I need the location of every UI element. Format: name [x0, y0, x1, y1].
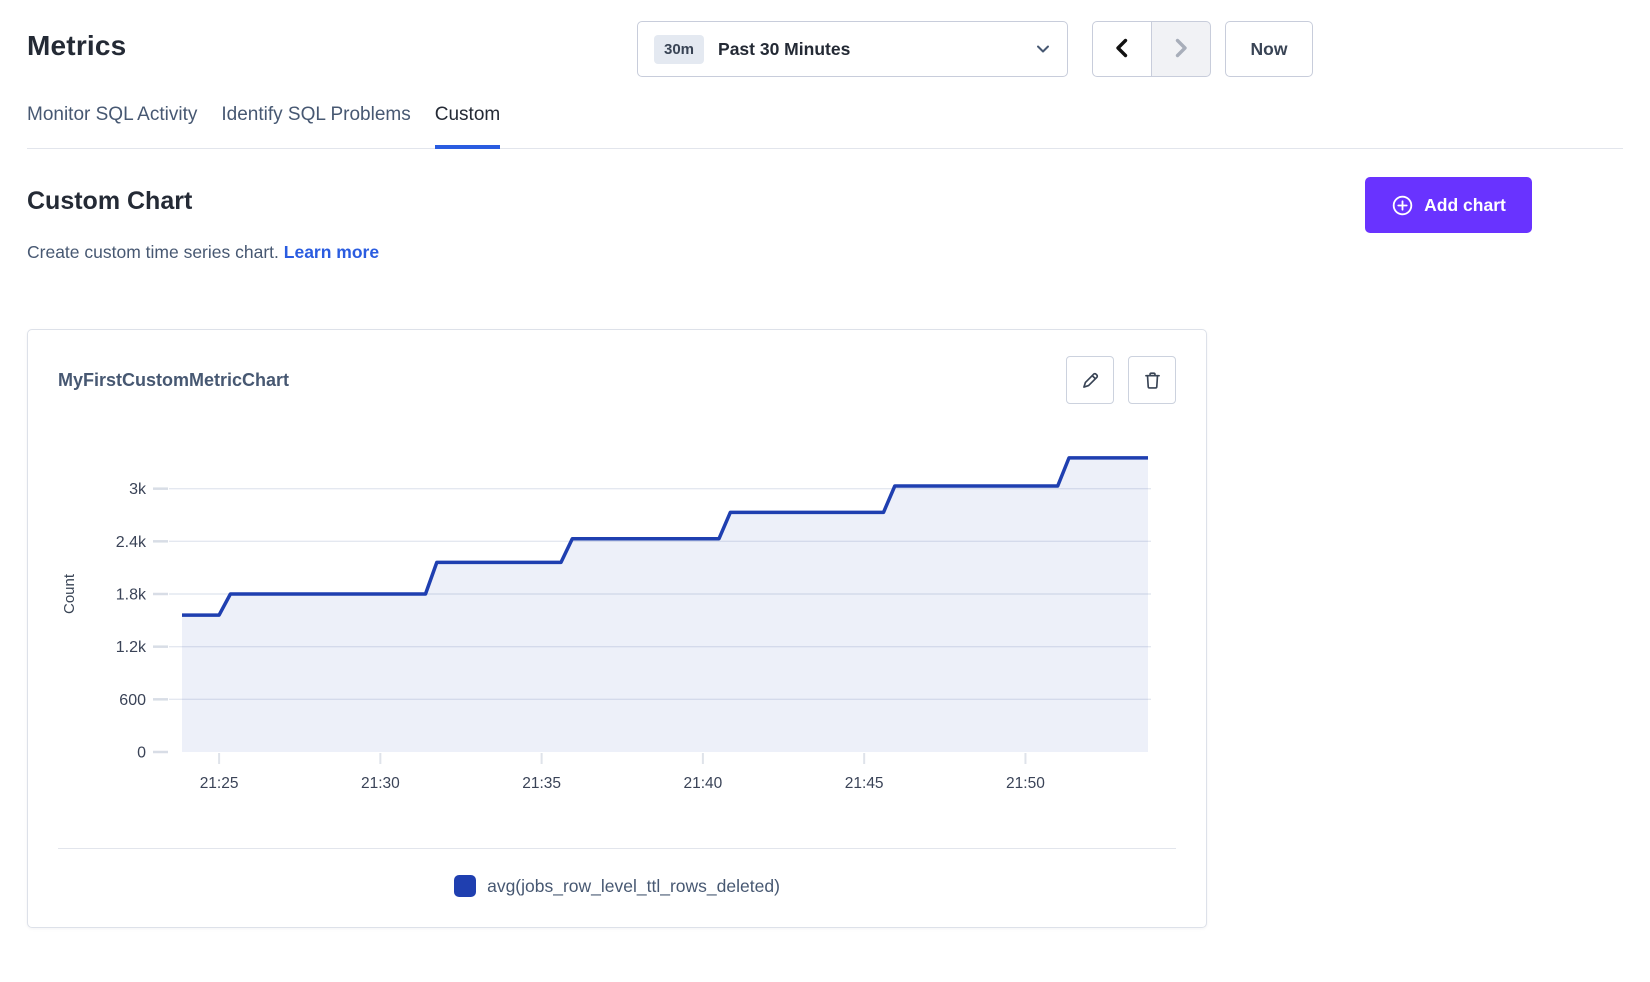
- trash-icon: [1142, 370, 1163, 391]
- section-description-text: Create custom time series chart.: [27, 242, 279, 262]
- chevron-left-icon: [1112, 36, 1132, 63]
- time-controls: 30m Past 30 Minutes Now: [637, 21, 1313, 77]
- pencil-icon: [1080, 370, 1101, 391]
- svg-text:Count: Count: [61, 573, 78, 614]
- svg-text:3k: 3k: [129, 481, 147, 498]
- chart-plot-area: 0 600 1.2k 1.8k 2.4k 3k 21:25 21:30 21:35 21:40 21…: [58, 416, 1176, 816]
- svg-text:600: 600: [119, 692, 146, 709]
- svg-text:1.2k: 1.2k: [116, 639, 147, 656]
- now-button[interactable]: Now: [1225, 21, 1313, 77]
- svg-text:21:40: 21:40: [683, 775, 722, 792]
- delete-chart-button[interactable]: [1128, 356, 1176, 404]
- chart-card-header: MyFirstCustomMetricChart: [58, 356, 1176, 404]
- learn-more-link[interactable]: Learn more: [284, 242, 379, 262]
- tab-monitor-sql-activity[interactable]: Monitor SQL Activity: [27, 100, 197, 149]
- svg-text:21:45: 21:45: [845, 775, 884, 792]
- svg-text:21:25: 21:25: [200, 775, 239, 792]
- metrics-page: Metrics 30m Past 30 Minutes Now Monitor: [0, 0, 1650, 982]
- page-title: Metrics: [27, 30, 126, 62]
- time-range-label: Past 30 Minutes: [718, 39, 850, 60]
- edit-chart-button[interactable]: [1066, 356, 1114, 404]
- legend-label: avg(jobs_row_level_ttl_rows_deleted): [487, 876, 780, 897]
- legend-swatch: [454, 875, 476, 897]
- tab-custom[interactable]: Custom: [435, 100, 500, 149]
- tab-identify-sql-problems[interactable]: Identify SQL Problems: [221, 100, 410, 149]
- time-range-badge: 30m: [654, 35, 704, 64]
- chevron-right-icon: [1171, 36, 1191, 63]
- time-range-selector[interactable]: 30m Past 30 Minutes: [637, 21, 1068, 77]
- plus-circle-icon: [1391, 194, 1414, 217]
- svg-text:0: 0: [137, 745, 146, 762]
- prev-time-button[interactable]: [1092, 21, 1152, 77]
- chart-card: MyFirstCustomMetricChart 0 600 1.2k 1.8k 2.4…: [27, 329, 1207, 928]
- card-divider: [58, 848, 1176, 849]
- add-chart-label: Add chart: [1424, 195, 1506, 216]
- section-title: Custom Chart: [27, 187, 192, 216]
- svg-text:21:50: 21:50: [1006, 775, 1045, 792]
- chart-legend: avg(jobs_row_level_ttl_rows_deleted): [58, 875, 1176, 897]
- svg-text:2.4k: 2.4k: [116, 534, 147, 551]
- metrics-tabs: Monitor SQL Activity Identify SQL Proble…: [27, 100, 1623, 149]
- svg-text:21:35: 21:35: [522, 775, 561, 792]
- section-description: Create custom time series chart. Learn m…: [27, 242, 379, 263]
- time-pager: [1092, 21, 1211, 77]
- next-time-button[interactable]: [1151, 21, 1211, 77]
- svg-text:1.8k: 1.8k: [116, 587, 147, 604]
- add-chart-button[interactable]: Add chart: [1365, 177, 1532, 233]
- chevron-down-icon: [1035, 41, 1051, 57]
- custom-metric-chart: 0 600 1.2k 1.8k 2.4k 3k 21:25 21:30 21:35 21:40 21…: [58, 416, 1178, 816]
- chart-actions: [1066, 356, 1176, 404]
- chart-title: MyFirstCustomMetricChart: [58, 370, 289, 391]
- svg-text:21:30: 21:30: [361, 775, 400, 792]
